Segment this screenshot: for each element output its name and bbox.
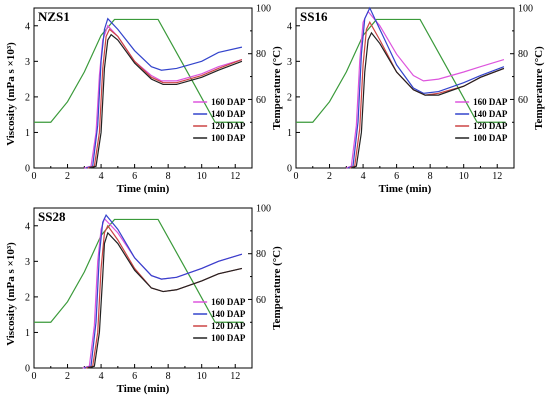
y-tick-label: 0 [25, 164, 30, 175]
x-axis-title: Time (min) [117, 383, 170, 395]
x-axis-title: Time (min) [379, 183, 432, 195]
x-tick-label: 4 [99, 371, 104, 382]
x-tick-label: 12 [492, 171, 502, 182]
legend-label: 160 DAP [211, 297, 246, 307]
y2-tick-label: 60 [256, 295, 266, 306]
viscosity-line-160-dap [346, 10, 505, 169]
y2-tick-label: 60 [256, 95, 266, 106]
x-tick-label: 8 [166, 171, 171, 182]
viscosity-line-140-dap [347, 6, 505, 169]
x-tick-label: 8 [428, 171, 433, 182]
panel-label: SS28 [38, 209, 66, 224]
legend-label: 120 DAP [211, 121, 246, 131]
y-tick-label: 1 [25, 128, 30, 139]
x-tick-label: 2 [65, 371, 70, 382]
viscosity-line-100-dap [89, 33, 243, 169]
y-tick-label: 2 [25, 92, 30, 103]
x-tick-label: 2 [65, 171, 70, 182]
x-tick-label: 0 [294, 171, 299, 182]
panel-label: SS16 [300, 9, 328, 24]
y2-tick-label: 100 [256, 204, 271, 215]
y2-tick-label: 100 [518, 4, 533, 15]
legend-label: 100 DAP [473, 133, 508, 143]
x-tick-label: 4 [361, 171, 366, 182]
y-tick-label: 3 [25, 257, 30, 268]
y-tick-label: 4 [287, 21, 292, 32]
x-tick-label: 6 [394, 171, 399, 182]
y2-tick-label: 60 [518, 95, 528, 106]
plot-frame [33, 7, 253, 169]
y-tick-label: 3 [287, 57, 292, 68]
x-axis-title: Time (min) [117, 183, 170, 195]
x-tick-label: 10 [459, 171, 469, 182]
legend-label: 160 DAP [211, 97, 246, 107]
temperature-line [34, 218, 244, 323]
y2-tick-label: 100 [256, 4, 271, 15]
y-tick-label: 4 [25, 221, 30, 232]
legend-label: 100 DAP [211, 333, 246, 343]
x-tick-label: 2 [327, 171, 332, 182]
y2-tick-label: 80 [256, 249, 266, 260]
legend-label: 140 DAP [473, 109, 508, 119]
y2-axis-title: Temperature (°C) [533, 46, 545, 130]
x-tick-label: 6 [132, 371, 137, 382]
y-tick-label: 2 [287, 92, 292, 103]
y2-axis-title: Temperature (°C) [271, 246, 283, 330]
viscosity-line-100-dap [351, 31, 505, 169]
x-tick-label: 12 [230, 171, 240, 182]
viscosity-line-140-dap [85, 17, 243, 169]
plot-frame [33, 207, 253, 369]
y2-tick-label: 80 [256, 49, 266, 60]
x-tick-label: 0 [32, 371, 37, 382]
legend-label: 120 DAP [211, 321, 246, 331]
y-tick-label: 1 [287, 128, 292, 139]
x-tick-label: 4 [99, 171, 104, 182]
legend-label: 140 DAP [211, 109, 246, 119]
legend-label: 120 DAP [473, 121, 508, 131]
x-tick-label: 6 [132, 171, 137, 182]
y-tick-label: 0 [287, 164, 292, 175]
y-tick-label: 2 [25, 292, 30, 303]
x-tick-label: 8 [166, 371, 171, 382]
y-tick-label: 1 [25, 328, 30, 339]
y-tick-label: 4 [25, 21, 30, 32]
y-tick-label: 3 [25, 57, 30, 68]
viscosity-line-100-dap [87, 231, 243, 369]
x-tick-label: 10 [197, 371, 207, 382]
y-axis-title: Viscosity (mPa s ×10³) [5, 242, 17, 346]
y2-axis-title: Temperature (°C) [271, 46, 283, 130]
x-tick-label: 10 [197, 171, 207, 182]
temperature-line [296, 18, 506, 123]
panel-label: NZS1 [38, 9, 70, 24]
y-axis-title: Viscosity (mPa s ×10³) [5, 42, 17, 146]
x-tick-label: 12 [230, 371, 240, 382]
viscosity-line-120-dap [87, 28, 243, 169]
y2-tick-label: 80 [518, 49, 528, 60]
legend-label: 140 DAP [211, 309, 246, 319]
plot-frame [295, 7, 515, 169]
legend-label: 160 DAP [473, 97, 508, 107]
x-tick-label: 0 [32, 171, 37, 182]
y-tick-label: 0 [25, 364, 30, 375]
viscosity-line-160-dap [82, 217, 243, 369]
viscosity-line-140-dap [84, 213, 243, 369]
legend-label: 100 DAP [211, 133, 246, 143]
